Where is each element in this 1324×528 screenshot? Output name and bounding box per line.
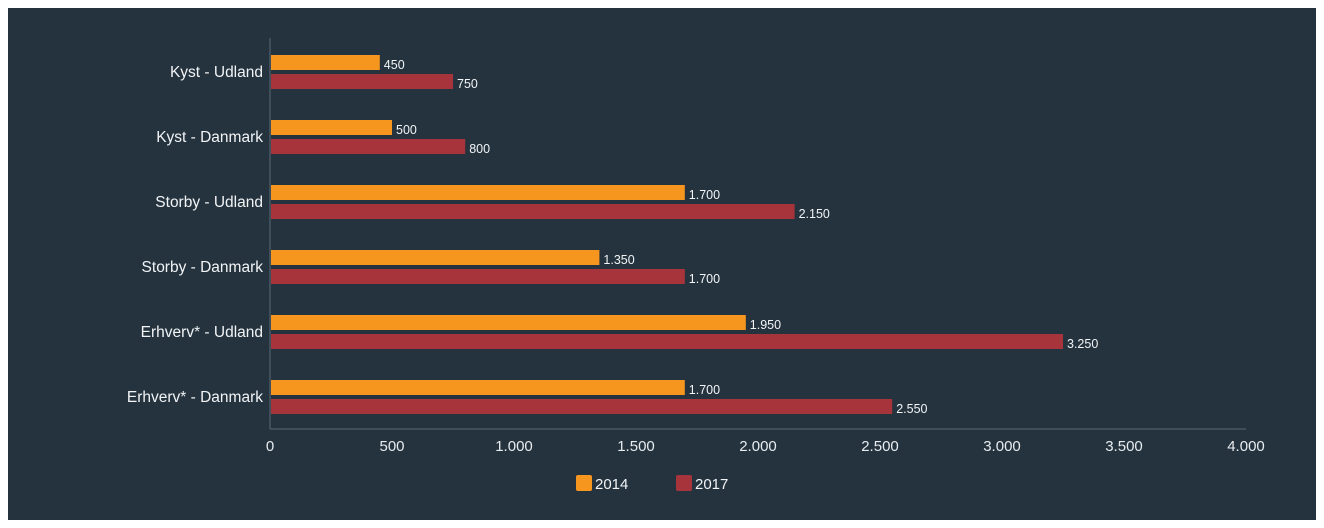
bar-2017 (271, 139, 466, 154)
category-label: Kyst - Udland (170, 64, 263, 81)
bar-2017 (271, 269, 685, 284)
data-label-2017: 2.150 (799, 207, 830, 221)
data-label-2017: 3.250 (1067, 337, 1098, 351)
bar-chart: Kyst - Udland Kyst - Danmark Storby - Udla… (127, 38, 1265, 493)
x-tick-label: 1.500 (617, 438, 655, 455)
x-tick-label: 1.000 (495, 438, 533, 455)
category-label: Storby - Udland (155, 194, 263, 211)
bar-2017 (271, 399, 893, 414)
legend-swatch-2014 (576, 475, 592, 491)
x-tick-label: 4.000 (1227, 438, 1265, 455)
category-label: Erhverv* - Udland (141, 324, 263, 341)
category-label: Erhverv* - Danmark (127, 389, 263, 406)
legend-label-2014: 2014 (595, 476, 628, 493)
data-label-2014: 450 (384, 58, 405, 72)
bar-2017 (271, 204, 795, 219)
bar-2014 (271, 315, 746, 330)
legend-swatch-2017 (676, 475, 692, 491)
data-label-2014: 1.350 (603, 253, 634, 267)
bar-2014 (271, 185, 685, 200)
category-label: Storby - Danmark (142, 259, 264, 276)
data-label-2017: 800 (469, 142, 490, 156)
legend-label-2017: 2017 (695, 476, 728, 493)
x-tick-label: 2.000 (739, 438, 777, 455)
x-tick-label: 0 (266, 438, 274, 455)
x-axis-ticks: 0 500 1.000 1.500 2.000 2.500 3.000 3.500 4.000 (266, 438, 1265, 455)
bar-2014 (271, 55, 380, 70)
data-labels: 450 750 500 800 1.700 2.150 1.350 1.700 1.950 3.2… (384, 58, 1099, 416)
data-label-2014: 1.700 (689, 383, 720, 397)
data-label-2014: 1.950 (750, 318, 781, 332)
legend: 2014 2017 (576, 475, 728, 493)
x-tick-label: 3.500 (1105, 438, 1143, 455)
data-label-2017: 750 (457, 77, 478, 91)
bar-2017 (271, 74, 453, 89)
bar-2014 (271, 380, 685, 395)
data-label-2017: 1.700 (689, 272, 720, 286)
bar-2014 (271, 120, 392, 135)
x-tick-label: 3.000 (983, 438, 1021, 455)
x-tick-label: 500 (379, 438, 404, 455)
category-label: Kyst - Danmark (156, 129, 263, 146)
category-labels: Kyst - Udland Kyst - Danmark Storby - Udla… (127, 64, 263, 406)
bar-2014 (271, 250, 600, 265)
data-label-2014: 500 (396, 123, 417, 137)
data-label-2017: 2.550 (896, 402, 927, 416)
x-tick-label: 2.500 (861, 438, 899, 455)
chart-panel: Kyst - Udland Kyst - Danmark Storby - Udla… (8, 8, 1316, 520)
bar-2017 (271, 334, 1063, 349)
bars (271, 55, 1063, 414)
data-label-2014: 1.700 (689, 188, 720, 202)
